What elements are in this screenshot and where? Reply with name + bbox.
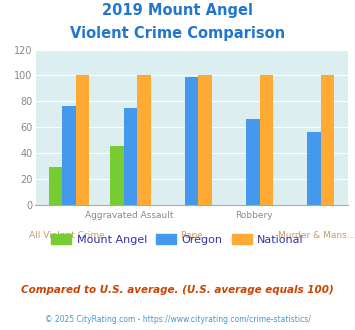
- Bar: [137, 75, 151, 205]
- Text: All Violent Crime: All Violent Crime: [29, 231, 105, 240]
- Text: 2019 Mount Angel: 2019 Mount Angel: [102, 3, 253, 18]
- Bar: [198, 75, 212, 205]
- Bar: [62, 106, 76, 205]
- Bar: [246, 119, 260, 205]
- Text: Rape: Rape: [180, 231, 203, 240]
- Bar: [124, 108, 137, 205]
- Bar: [307, 132, 321, 205]
- Bar: [110, 147, 124, 205]
- Text: Aggravated Assault: Aggravated Assault: [85, 211, 174, 220]
- Legend: Mount Angel, Oregon, National: Mount Angel, Oregon, National: [47, 230, 308, 249]
- Text: Violent Crime Comparison: Violent Crime Comparison: [70, 26, 285, 41]
- Bar: [185, 77, 198, 205]
- Bar: [260, 75, 273, 205]
- Bar: [49, 167, 62, 205]
- Text: Murder & Mans...: Murder & Mans...: [278, 231, 355, 240]
- Bar: [321, 75, 334, 205]
- Text: Robbery: Robbery: [235, 211, 273, 220]
- Text: Compared to U.S. average. (U.S. average equals 100): Compared to U.S. average. (U.S. average …: [21, 285, 334, 295]
- Bar: [76, 75, 89, 205]
- Text: © 2025 CityRating.com - https://www.cityrating.com/crime-statistics/: © 2025 CityRating.com - https://www.city…: [45, 315, 310, 324]
